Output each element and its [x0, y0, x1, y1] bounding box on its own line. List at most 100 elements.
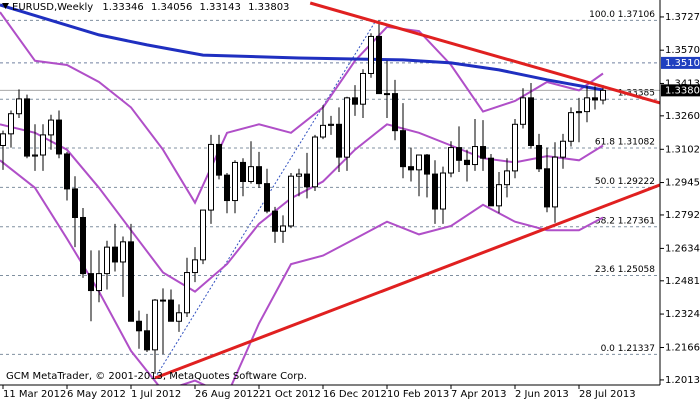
candle-body — [328, 123, 334, 126]
candle-body — [136, 320, 142, 332]
candle-body — [184, 272, 190, 314]
candle-body — [144, 330, 150, 351]
candle-body — [264, 183, 270, 212]
title-icon — [2, 3, 9, 9]
candle-body — [568, 112, 574, 142]
candle-body — [376, 35, 382, 95]
candle-body — [336, 123, 342, 158]
y-tick-label: 1.27920 — [665, 210, 700, 221]
candle-body — [576, 111, 582, 114]
fib-label: 0.0 1.21337 — [601, 344, 655, 354]
x-tick-label: 21 Oct 2012 — [259, 389, 321, 400]
candle-body — [0, 133, 6, 146]
candle-body — [192, 259, 198, 274]
candle-body — [168, 299, 174, 322]
y-tick-label: 1.32600 — [665, 111, 700, 122]
candle-body — [520, 97, 526, 125]
fib-label: 1.33385 — [618, 89, 655, 99]
x-tick-label: 16 Dec 2012 — [323, 389, 387, 400]
candle-body — [72, 188, 78, 218]
candle-body — [120, 241, 126, 263]
candle-body — [432, 173, 438, 210]
candle-body — [472, 146, 478, 166]
candle-body — [592, 97, 598, 101]
y-tick-label: 1.26340 — [665, 243, 700, 254]
candle-body — [584, 97, 590, 113]
candle-body — [152, 299, 158, 351]
candle-body — [504, 170, 510, 186]
candle-body — [600, 89, 606, 101]
indicator-line — [0, 159, 604, 385]
candle-body — [352, 97, 358, 105]
candle-body — [80, 216, 86, 275]
candle-body — [488, 157, 494, 207]
y-tick-label: 1.35700 — [665, 45, 700, 56]
candle-body — [480, 146, 486, 159]
fib-label: 100.0 1.37106 — [589, 10, 655, 20]
fib-label: 23.6 1.25058 — [595, 265, 655, 275]
candle-body — [40, 134, 46, 156]
x-tick-label: 10 Feb 2013 — [387, 389, 449, 400]
candle-body — [288, 175, 294, 227]
candle-body — [48, 119, 54, 136]
x-tick-label: 2 Jun 2013 — [515, 389, 569, 400]
y-tick-label: 1.34130 — [665, 78, 700, 89]
y-tick-label: 1.29450 — [665, 178, 700, 189]
title-symbol: EURUSD,Weekly — [12, 2, 93, 13]
candle-body — [24, 98, 30, 157]
x-tick-label: 11 Mar 2012 — [3, 389, 66, 400]
candle-body — [176, 312, 182, 322]
candle-body — [112, 246, 118, 263]
candle-body — [248, 166, 254, 182]
fib-label: 38.2 1.27361 — [595, 216, 655, 226]
x-tick-label: 26 Aug 2012 — [195, 389, 259, 400]
trendline — [309, 1, 660, 105]
candle-body — [232, 161, 238, 202]
y-tick-label: 1.20130 — [665, 375, 700, 386]
candle-body — [88, 273, 94, 292]
last-price-label: 1.33803 — [665, 85, 700, 96]
candle-body — [96, 273, 102, 292]
title-open: 1.33346 — [102, 2, 143, 13]
x-tick-label: 6 May 2012 — [67, 389, 126, 400]
candle-body — [360, 72, 366, 105]
candle-body — [216, 143, 222, 176]
candle-body — [512, 123, 518, 172]
candle-body — [128, 241, 134, 322]
candle-body — [536, 144, 542, 170]
x-tick-label: 28 Jul 2013 — [579, 389, 636, 400]
x-tick-label: 7 Apr 2013 — [451, 389, 506, 400]
candle-body — [496, 184, 502, 207]
candle-body — [368, 35, 374, 74]
candle-body — [456, 147, 462, 161]
candle-body — [208, 143, 214, 211]
candle-body — [240, 161, 246, 182]
candle-body — [400, 130, 406, 168]
watermark: GCM MetaTrader, © 2001-2013, MetaQuotes … — [6, 371, 307, 382]
candle-body — [320, 124, 326, 138]
chart-title: EURUSD,Weekly 1.33346 1.34056 1.33143 1.… — [12, 2, 289, 13]
indicator-line — [0, 3, 604, 92]
candle-body — [56, 119, 62, 155]
candle-body — [440, 172, 446, 210]
candle-body — [392, 93, 398, 132]
candle-body — [312, 136, 318, 188]
y-tick-label: 1.23240 — [665, 309, 700, 320]
candle-body — [16, 98, 22, 115]
candle-body — [272, 210, 278, 232]
last-price-box — [661, 84, 700, 97]
candle-body — [528, 97, 534, 146]
candle-body — [408, 166, 414, 171]
level-box-label: 1.35100 — [665, 58, 700, 69]
y-tick-label: 1.37270 — [665, 12, 700, 23]
plot-area: 100.0 1.37106 1.33385 61.8 1.31082 50.0 1.2… — [0, 1, 660, 385]
candle-body — [304, 173, 310, 188]
y-tick-label: 1.31020 — [665, 144, 700, 155]
candle-body — [448, 147, 454, 174]
fib-label: 50.0 1.29222 — [595, 177, 655, 187]
candle-body — [384, 93, 390, 96]
candle-body — [32, 154, 38, 157]
candle-body — [416, 154, 422, 171]
candle-body — [200, 209, 206, 261]
